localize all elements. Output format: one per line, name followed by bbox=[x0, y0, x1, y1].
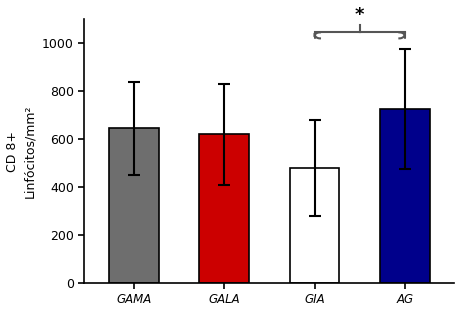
Y-axis label: CD 8+
Linfócitos/mm²: CD 8+ Linfócitos/mm² bbox=[6, 104, 36, 198]
Bar bbox=[379, 109, 429, 283]
Text: *: * bbox=[354, 6, 364, 24]
Bar bbox=[289, 168, 339, 283]
Bar bbox=[199, 134, 249, 283]
Bar bbox=[109, 128, 158, 283]
